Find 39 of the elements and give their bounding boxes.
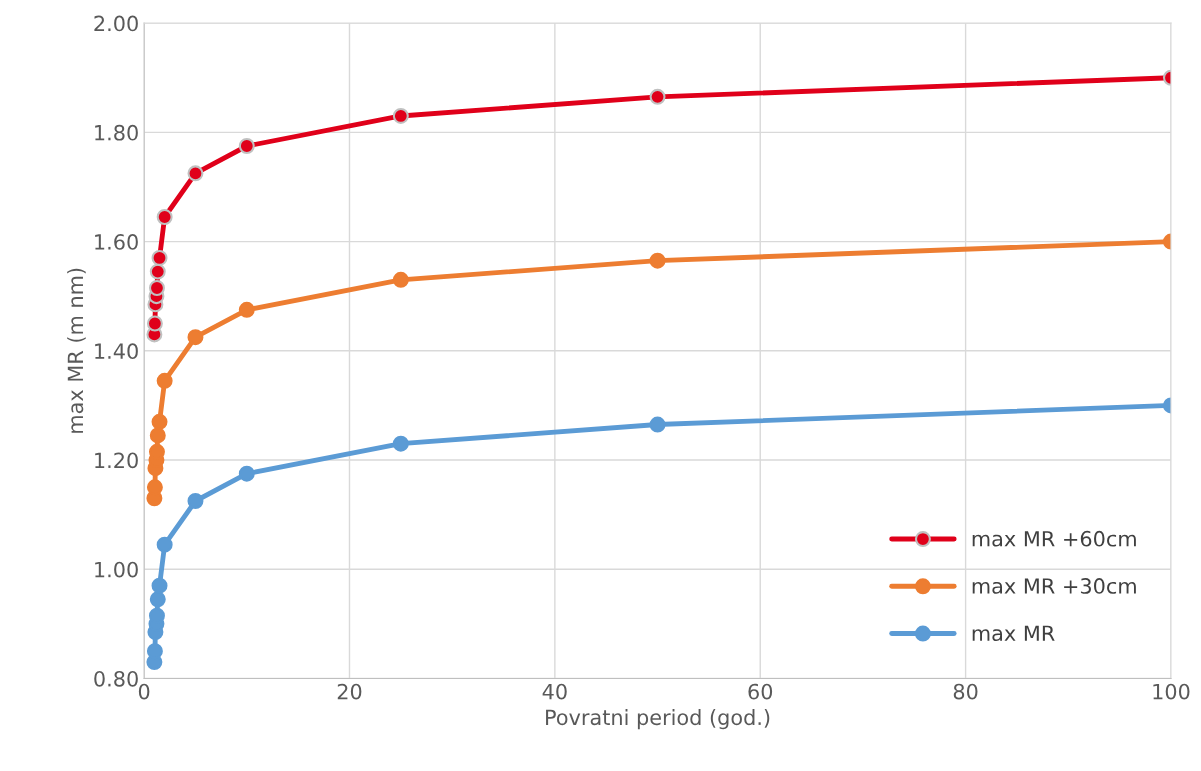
y-tick-label: 1.20 bbox=[95, 452, 138, 469]
x-tick-label: 60 bbox=[748, 683, 773, 700]
point bbox=[238, 301, 255, 318]
point bbox=[151, 249, 168, 266]
legend-label: max MR +30cm bbox=[972, 578, 1136, 594]
x-tick-label: 80 bbox=[953, 683, 978, 700]
point bbox=[156, 209, 173, 225]
y-tick-label: 0.80 bbox=[94, 670, 138, 687]
point bbox=[151, 413, 168, 430]
point bbox=[149, 591, 166, 608]
legend-label: max MR bbox=[972, 625, 1055, 642]
point bbox=[238, 138, 255, 154]
point bbox=[156, 536, 173, 553]
point bbox=[187, 329, 204, 346]
point bbox=[392, 271, 409, 288]
point bbox=[146, 315, 163, 332]
point bbox=[149, 263, 166, 280]
y-tick-label: 1.00 bbox=[95, 561, 138, 578]
y-axis-title: max MR (m nm) bbox=[67, 268, 86, 433]
point bbox=[238, 465, 255, 482]
legend-label: max MR +60cm bbox=[972, 530, 1136, 547]
point bbox=[187, 493, 204, 509]
x-axis-title: Povratni period (god.) bbox=[546, 709, 770, 730]
point bbox=[146, 479, 163, 496]
point bbox=[392, 435, 409, 452]
x-tick-label: 20 bbox=[337, 683, 362, 700]
y-tick-label: 1.80 bbox=[95, 124, 138, 141]
x-tick-label: 40 bbox=[542, 683, 567, 700]
x-tick-label: 100 bbox=[1153, 683, 1190, 700]
point bbox=[148, 280, 165, 296]
y-tick-label: 2.00 bbox=[94, 15, 138, 32]
point bbox=[187, 165, 204, 182]
x-tick-label: 0 bbox=[138, 683, 150, 700]
y-tick-label: 1.40 bbox=[95, 343, 138, 360]
point bbox=[392, 107, 409, 124]
point bbox=[149, 427, 166, 444]
point bbox=[156, 372, 173, 389]
point bbox=[151, 577, 168, 594]
y-tick-label: 1.60 bbox=[95, 234, 138, 250]
